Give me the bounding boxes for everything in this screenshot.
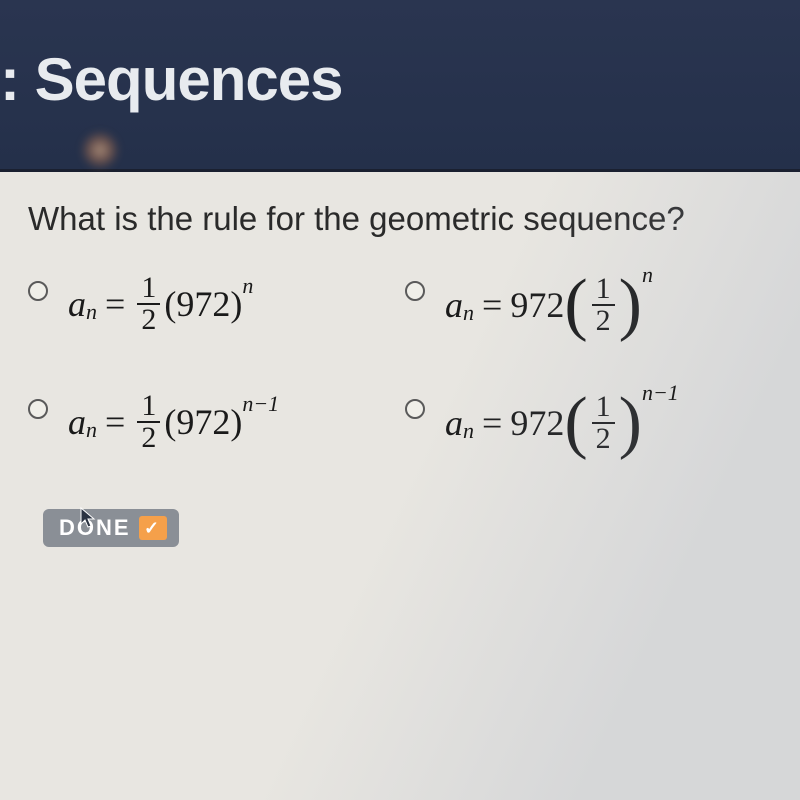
rparen: ) — [619, 273, 642, 336]
equals: = — [105, 404, 125, 440]
sub: n — [86, 419, 97, 441]
base: 972 — [176, 404, 230, 440]
formula-b: an = 972 ( 1 2 ) n — [445, 273, 653, 336]
lparen: ( — [164, 286, 176, 322]
coeff-frac: 1 2 — [137, 273, 160, 335]
sub: n — [86, 301, 97, 323]
radio-c[interactable] — [28, 399, 48, 419]
question-text: What is the rule for the geometric seque… — [28, 200, 772, 238]
radio-d[interactable] — [405, 399, 425, 419]
options-grid: an = 1 2 (972)n an = 972 ( 1 2 — [28, 273, 772, 454]
rparen: ) — [619, 391, 642, 454]
sub: n — [463, 420, 474, 442]
formula-a: an = 1 2 (972)n — [68, 273, 253, 335]
lparen: ( — [564, 273, 587, 336]
coeff-frac: 1 2 — [137, 391, 160, 453]
rparen: ) — [230, 404, 242, 440]
equals: = — [482, 405, 502, 441]
var: a — [68, 286, 86, 322]
option-b[interactable]: an = 972 ( 1 2 ) n — [405, 273, 772, 336]
option-a[interactable]: an = 1 2 (972)n — [28, 273, 395, 336]
formula-d: an = 972 ( 1 2 ) n−1 — [445, 391, 679, 454]
var: a — [445, 287, 463, 323]
exp: n — [242, 275, 253, 297]
done-row: DONE ✓ — [28, 509, 772, 547]
lens-flare — [80, 130, 120, 170]
var: a — [445, 405, 463, 441]
inner-frac: 1 2 — [592, 274, 615, 336]
big-paren: ( 1 2 ) — [564, 273, 642, 336]
equals: = — [482, 287, 502, 323]
base: 972 — [176, 286, 230, 322]
coeff: 972 — [510, 405, 564, 441]
check-icon: ✓ — [139, 516, 167, 540]
coeff: 972 — [510, 287, 564, 323]
option-d[interactable]: an = 972 ( 1 2 ) n−1 — [405, 391, 772, 454]
var: a — [68, 404, 86, 440]
page-title: : Sequences — [0, 45, 342, 114]
equals: = — [105, 286, 125, 322]
big-paren: ( 1 2 ) — [564, 391, 642, 454]
radio-b[interactable] — [405, 281, 425, 301]
exp: n — [642, 264, 653, 286]
header-band: : Sequences — [0, 0, 800, 172]
lparen: ( — [564, 391, 587, 454]
inner-frac: 1 2 — [592, 392, 615, 454]
radio-a[interactable] — [28, 281, 48, 301]
sub: n — [463, 302, 474, 324]
formula-c: an = 1 2 (972)n−1 — [68, 391, 279, 453]
exp: n−1 — [642, 382, 679, 404]
content-panel: What is the rule for the geometric seque… — [0, 172, 800, 800]
done-button[interactable]: DONE ✓ — [43, 509, 179, 547]
lparen: ( — [164, 404, 176, 440]
cursor-icon — [78, 506, 100, 530]
rparen: ) — [230, 286, 242, 322]
option-c[interactable]: an = 1 2 (972)n−1 — [28, 391, 395, 454]
exp: n−1 — [242, 393, 279, 415]
